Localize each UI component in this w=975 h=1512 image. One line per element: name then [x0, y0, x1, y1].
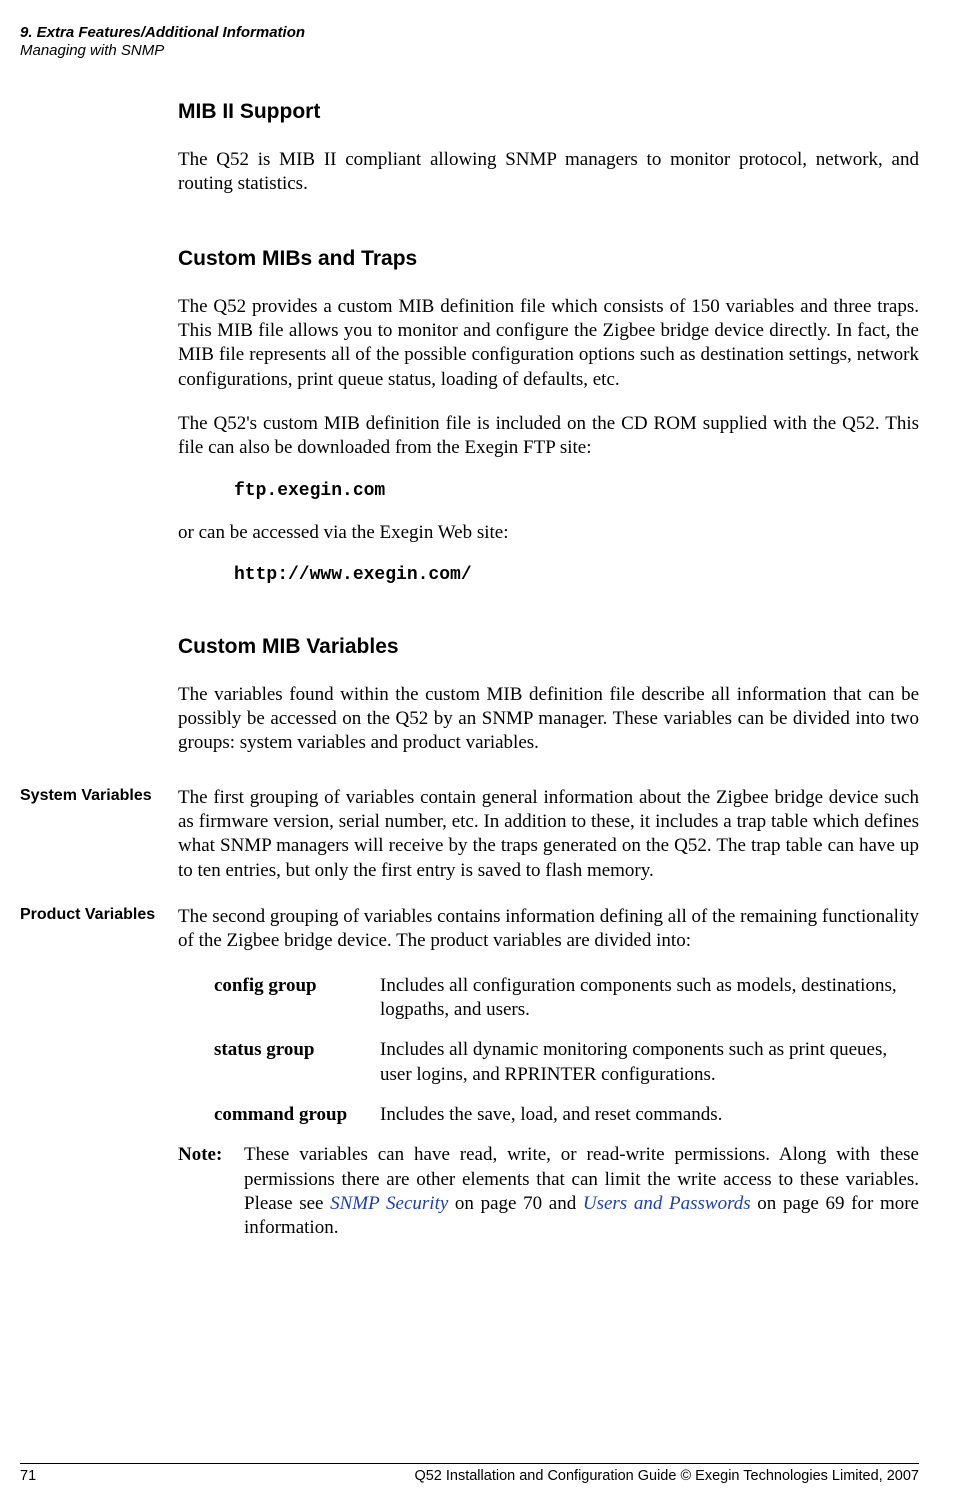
- definition-term: command group: [214, 1103, 380, 1127]
- note: Note: These variables can have read, wri…: [178, 1143, 919, 1240]
- definition-row: status group Includes all dynamic monito…: [214, 1038, 919, 1087]
- paragraph: The variables found within the custom MI…: [178, 683, 919, 756]
- definition-desc: Includes all configuration components su…: [380, 974, 919, 1023]
- note-label: Note:: [178, 1143, 244, 1240]
- paragraph: The second grouping of variables contain…: [178, 905, 919, 954]
- running-head: 9. Extra Features/Additional Information…: [20, 24, 919, 60]
- xref-users-passwords[interactable]: Users and Passwords: [583, 1193, 751, 1214]
- paragraph: The Q52 is MIB II compliant allowing SNM…: [178, 148, 919, 197]
- heading-mib2-support: MIB II Support: [178, 100, 919, 124]
- paragraph: or can be accessed via the Exegin Web si…: [178, 521, 919, 545]
- paragraph: The Q52's custom MIB definition file is …: [178, 412, 919, 461]
- heading-custom-mib-variables: Custom MIB Variables: [178, 635, 919, 659]
- definition-row: command group Includes the save, load, a…: [214, 1103, 919, 1127]
- side-label-product-variables: Product Variables: [20, 905, 178, 1240]
- ftp-address: ftp.exegin.com: [234, 481, 919, 501]
- page-footer: 71 Q52 Installation and Configuration Gu…: [20, 1463, 919, 1484]
- definition-term: config group: [214, 974, 380, 1023]
- heading-custom-mibs-traps: Custom MIBs and Traps: [178, 247, 919, 271]
- section-title: Managing with SNMP: [20, 42, 919, 60]
- note-text: on page 70 and: [448, 1193, 583, 1214]
- chapter-title: 9. Extra Features/Additional Information: [20, 24, 919, 42]
- definition-desc: Includes the save, load, and reset comma…: [380, 1103, 919, 1127]
- definition-term: status group: [214, 1038, 380, 1087]
- web-url: http://www.exegin.com/: [234, 565, 919, 585]
- xref-snmp-security[interactable]: SNMP Security: [330, 1193, 448, 1214]
- paragraph: The Q52 provides a custom MIB definition…: [178, 295, 919, 392]
- side-label-system-variables: System Variables: [20, 786, 178, 883]
- definition-desc: Includes all dynamic monitoring componen…: [380, 1038, 919, 1087]
- footer-text: Q52 Installation and Configuration Guide…: [414, 1468, 919, 1484]
- page-number: 71: [20, 1468, 36, 1484]
- note-body: These variables can have read, write, or…: [244, 1143, 919, 1240]
- paragraph: The first grouping of variables contain …: [178, 786, 919, 883]
- definition-row: config group Includes all configuration …: [214, 974, 919, 1023]
